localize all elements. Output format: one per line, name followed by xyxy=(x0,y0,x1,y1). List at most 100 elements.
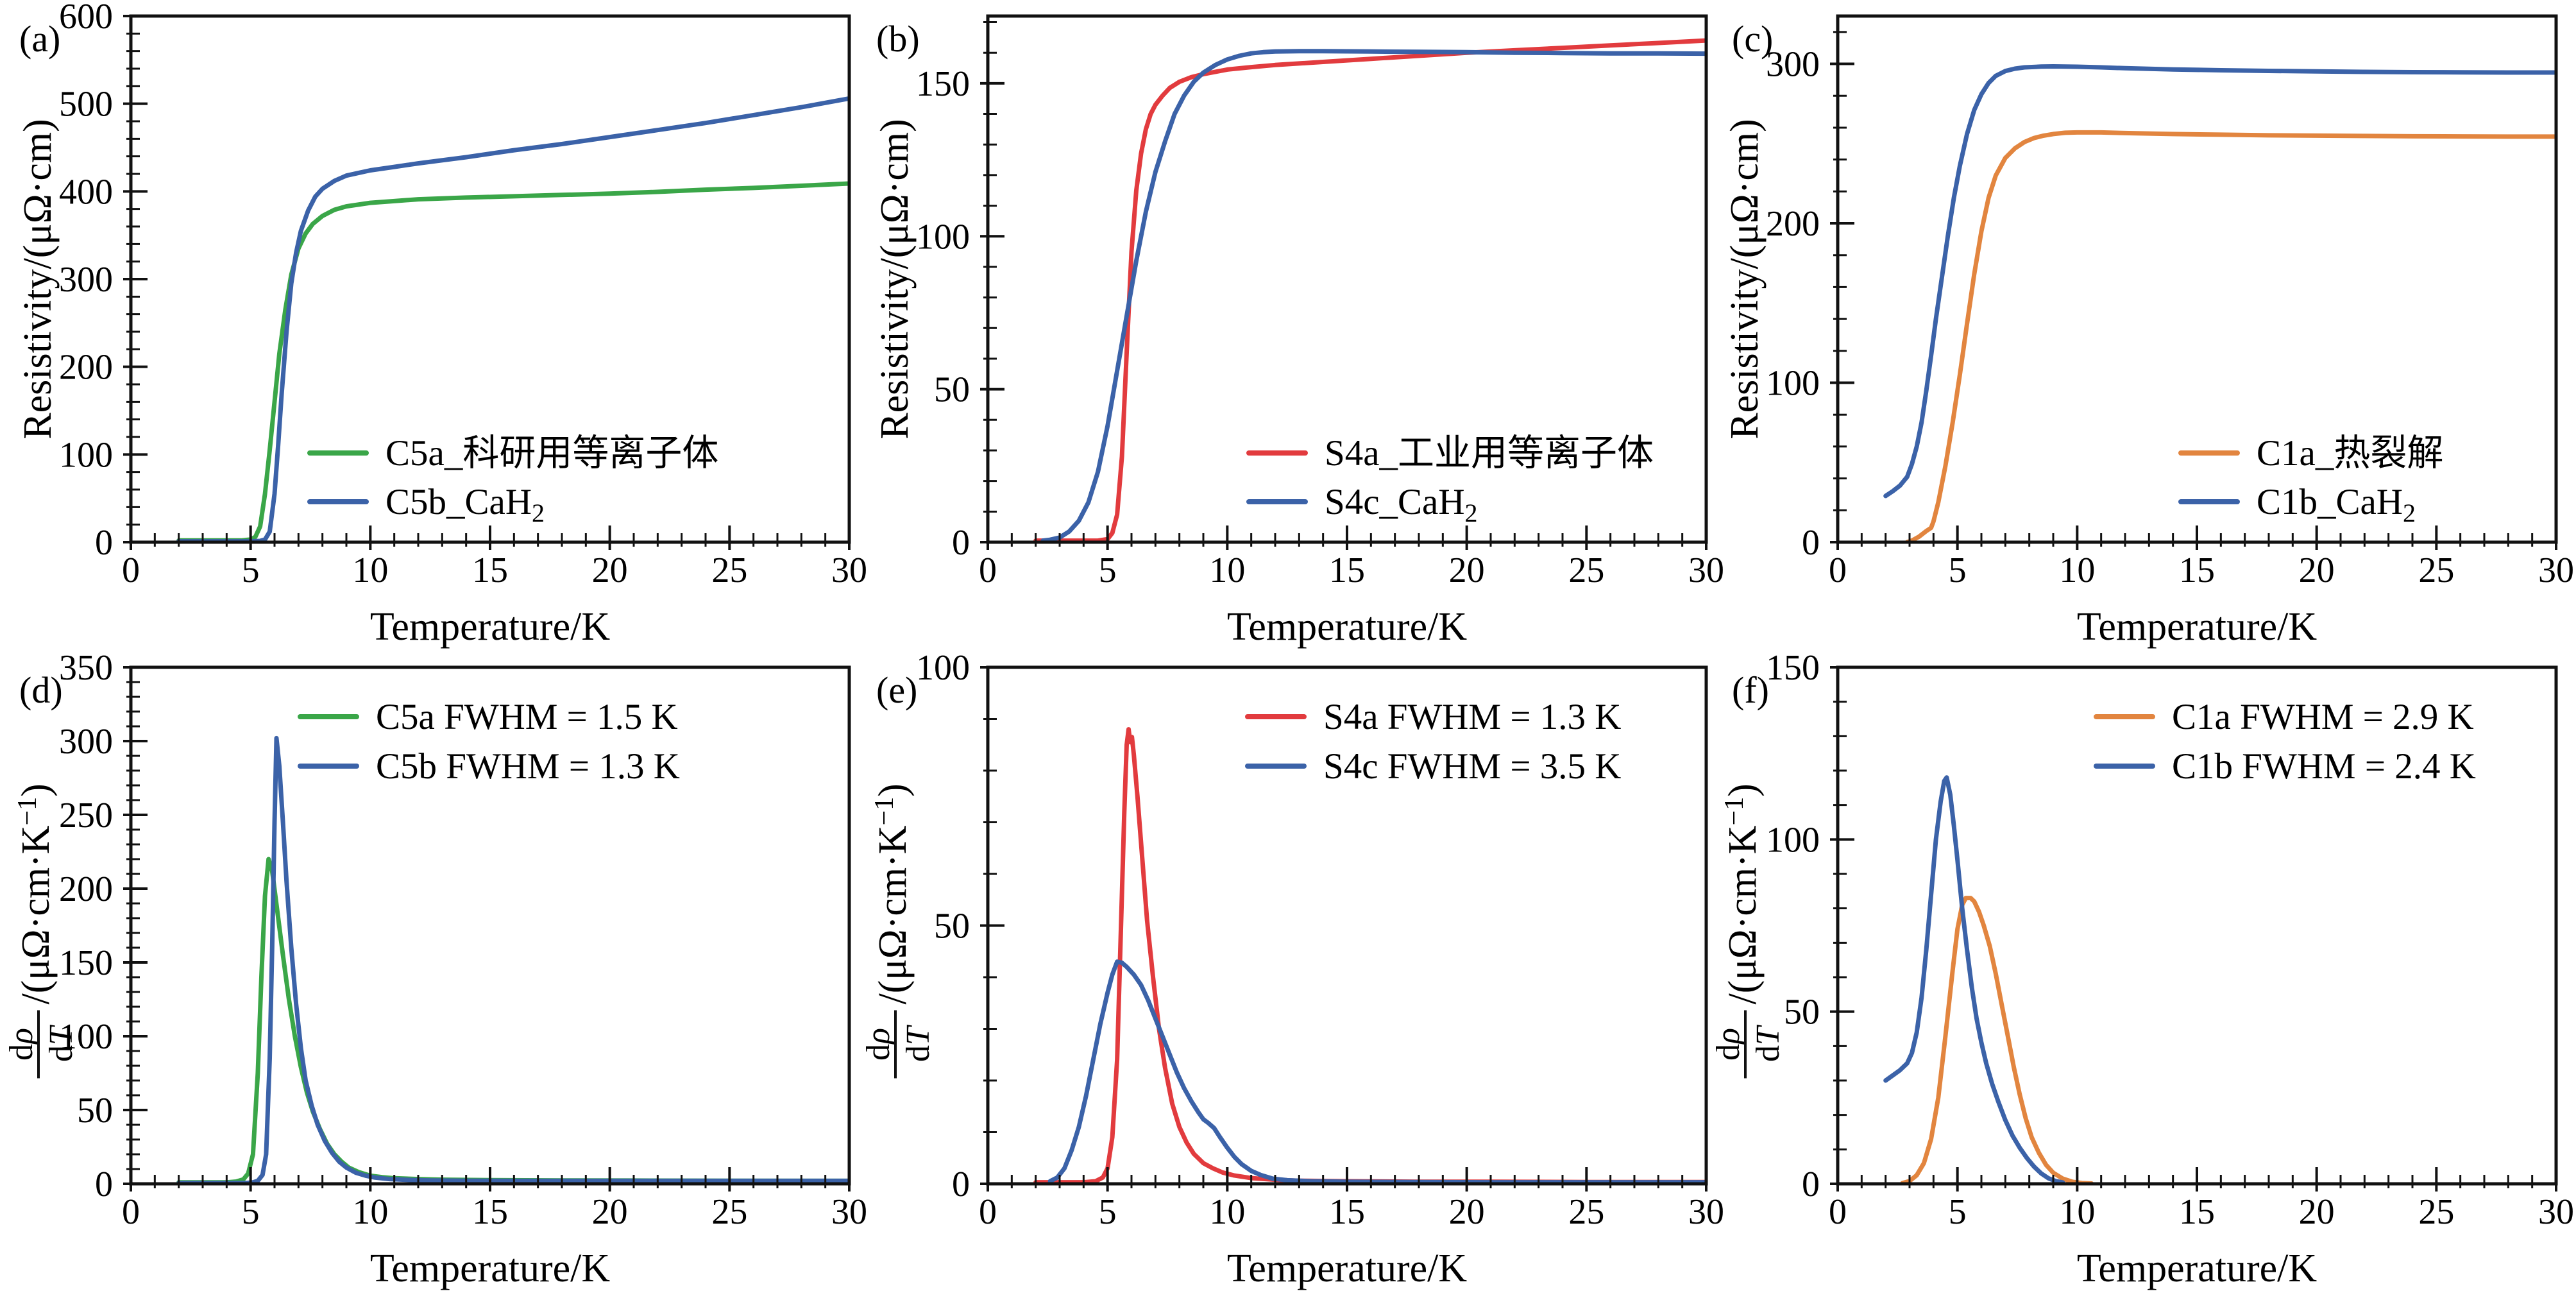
legend-label-C1a: C1a_热裂解 xyxy=(2257,433,2443,474)
xtick-label: 30 xyxy=(831,551,867,590)
x-axis-label: Temperature/K xyxy=(2077,605,2318,649)
curve-S4c_CaH2 xyxy=(1040,49,1706,542)
ytick-label: 100 xyxy=(59,1017,113,1057)
xtick-label: 5 xyxy=(1949,1192,1967,1232)
xtick-label: 30 xyxy=(1688,1192,1724,1232)
ytick-label: 150 xyxy=(1766,648,1820,688)
ytick-label: 100 xyxy=(1766,364,1820,404)
xtick-label: 5 xyxy=(242,551,260,590)
ytick-label: 0 xyxy=(952,523,970,563)
xtick-label: 15 xyxy=(2179,551,2215,590)
y-axis-label: Resistivity/(μΩ·cm) xyxy=(16,119,60,439)
ytick-label: 600 xyxy=(59,0,113,37)
x-axis-label: Temperature/K xyxy=(1227,1247,1468,1290)
legend-label-S4a: S4a_工业用等离子体 xyxy=(1325,433,1654,474)
curve-C1a_热裂解 xyxy=(1904,130,2556,542)
panel-tag-d: (d) xyxy=(19,669,63,711)
ytick-label: 350 xyxy=(59,648,113,688)
ytick-label: 100 xyxy=(59,435,113,475)
xtick-label: 10 xyxy=(2059,551,2095,590)
ytick-label: 500 xyxy=(59,85,113,124)
panel-d-ticks xyxy=(123,666,851,1192)
xtick-label: 0 xyxy=(1829,551,1847,590)
legend-label-S4c: S4c FWHM = 3.5 K xyxy=(1323,746,1621,787)
ytick-label: 100 xyxy=(916,648,970,688)
xtick-label: 0 xyxy=(122,551,140,590)
y-label-numerator: dρ xyxy=(1710,1028,1747,1061)
xtick-label: 5 xyxy=(242,1192,260,1232)
ytick-label: 300 xyxy=(59,260,113,300)
legend-label-C1a: C1a FWHM = 2.9 K xyxy=(2172,697,2474,737)
panel-a-curves xyxy=(176,96,849,542)
legend-label-C1b: C1b FWHM = 2.4 K xyxy=(2172,746,2476,787)
xtick-label: 25 xyxy=(711,1192,747,1232)
xtick-label: 5 xyxy=(1949,551,1967,590)
xtick-label: 25 xyxy=(2418,551,2454,590)
panel-d: 0 5 10 15 20 25 30050100150200250300350Tempera… xyxy=(3,648,867,1290)
legend-label-S4a: S4a FWHM = 1.3 K xyxy=(1323,697,1621,737)
ytick-label: 150 xyxy=(916,64,970,104)
xtick-label: 0 xyxy=(122,1192,140,1232)
xtick-label: 5 xyxy=(1099,1192,1117,1232)
panel-b-ticks xyxy=(980,21,1707,550)
y-label-numerator: dρ xyxy=(860,1028,897,1061)
ytick-label: 100 xyxy=(916,217,970,257)
panel-b: 0 5 10 15 20 25 30 0 50 100 150 Temperature/K Resist… xyxy=(873,14,1724,649)
xtick-label: 0 xyxy=(979,551,997,590)
xtick-label: 25 xyxy=(2418,1192,2454,1232)
panel-tag-b: (b) xyxy=(876,18,920,60)
panel-a-ticks xyxy=(123,15,851,550)
xtick-label: 20 xyxy=(1449,1192,1485,1232)
xtick-label: 25 xyxy=(711,551,747,590)
legend-label-C1b: C1b_CaH2 xyxy=(2257,482,2416,527)
y-label-denominator: dT xyxy=(900,1025,936,1062)
ytick-label: 0 xyxy=(1802,1165,1820,1204)
curve-C5b xyxy=(176,735,849,1184)
xtick-label: 10 xyxy=(1209,551,1245,590)
xtick-label: 30 xyxy=(2538,551,2574,590)
curve-C1b_CaH2 xyxy=(1883,64,2556,499)
y-label-numerator: dρ xyxy=(3,1028,40,1061)
x-axis-label: Temperature/K xyxy=(2077,1247,2318,1290)
ytick-label: 400 xyxy=(59,172,113,212)
y-label-denominator: dT xyxy=(1750,1025,1786,1062)
ytick-label: 150 xyxy=(59,943,113,983)
x-axis-label: Temperature/K xyxy=(370,605,611,649)
panel-a: 0 5 10 15 20 25 300100200300400500600Temperatu… xyxy=(16,0,867,649)
xtick-label: 30 xyxy=(831,1192,867,1232)
panel-f-legend: C1a FWHM = 2.9 K C1b FWHM = 2.4 K xyxy=(2094,697,2476,787)
panel-a-legend: C5a_科研用等离子体 C5b_CaH2 xyxy=(307,433,718,527)
xtick-label: 10 xyxy=(2059,1192,2095,1232)
xtick-label: 0 xyxy=(979,1192,997,1232)
panel-f-ticks xyxy=(1830,666,2557,1192)
x-axis-label: Temperature/K xyxy=(1227,605,1468,649)
panel-tag-f: (f) xyxy=(1732,669,1769,711)
legend-label-C5b: C5b_CaH2 xyxy=(386,482,545,527)
panel-tag-a: (a) xyxy=(19,18,60,60)
panel-e-legend: S4a FWHM = 1.3 K S4c FWHM = 3.5 K xyxy=(1245,697,1621,787)
panel-d-curves xyxy=(176,735,849,1184)
xtick-label: 10 xyxy=(352,551,388,590)
xtick-label: 15 xyxy=(472,551,508,590)
xtick-label: 15 xyxy=(2179,1192,2215,1232)
panel-c-curves xyxy=(1883,64,2556,542)
panel-f-curves xyxy=(1883,775,2094,1184)
ytick-label: 300 xyxy=(59,722,113,762)
panel-c: 0 5 10 15 20 25 300100200300Temperature/KResis… xyxy=(1723,14,2574,649)
ytick-label: 200 xyxy=(59,348,113,388)
y-axis-label: Resistivity/(μΩ·cm) xyxy=(873,119,917,439)
ytick-label: 0 xyxy=(952,1165,970,1204)
y-label-denominator: dT xyxy=(43,1025,80,1062)
x-axis-label: Temperature/K xyxy=(370,1247,611,1290)
y-label-units: /(μΩ·cm·K−1) xyxy=(1720,783,1765,1004)
legend-label-C5a: C5a_科研用等离子体 xyxy=(386,433,718,474)
panel-d-legend: C5a FWHM = 1.5 K C5b FWHM = 1.3 K xyxy=(298,697,680,787)
ytick-label: 50 xyxy=(1784,993,1820,1032)
xtick-label: 20 xyxy=(592,551,628,590)
panel-b-legend: S4a_工业用等离子体 S4c_CaH2 xyxy=(1246,433,1654,527)
panel-tag-c: (c) xyxy=(1732,18,1773,60)
